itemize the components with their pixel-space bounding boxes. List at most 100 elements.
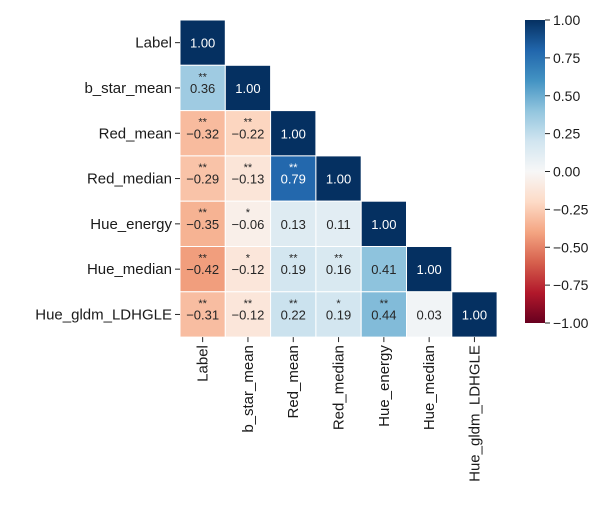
cell-value-label: 1.00 (281, 126, 306, 141)
significance-marker: ** (289, 162, 298, 174)
heatmap-cell: **0.36 (179, 64, 226, 112)
heatmap-cell: 1.00 (406, 246, 453, 293)
heatmap-cell: **−0.35 (179, 200, 226, 247)
colorbar-tick-label: −1.00 (553, 315, 589, 331)
heatmap-cell: **−0.22 (224, 110, 272, 157)
heatmap-cell-rect (270, 291, 317, 338)
heatmap-cell: *−0.06 (224, 200, 272, 247)
y-axis-tick-label: b_star_mean (84, 80, 172, 97)
cell-value-label: −0.12 (231, 262, 264, 277)
x-axis-tick-labels: Label b_star_mean Red_mean Red_median Hue_en… (195, 337, 483, 482)
cell-value-label: 0.22 (281, 307, 306, 322)
heatmap-cell-rect (179, 200, 226, 247)
colorbar: 1.00 0.75 0.50 0.25 0.00 −0.25 −0.50 −0.75 −1.00 (525, 12, 589, 331)
colorbar-tick-label: 0.00 (553, 164, 580, 180)
cell-value-label: 1.00 (416, 262, 441, 277)
x-axis-tick-label: Hue_median (421, 345, 438, 430)
colorbar-tick-label: 0.50 (553, 88, 580, 104)
significance-marker: * (246, 207, 251, 219)
heatmap-cell-rect (224, 64, 272, 112)
cell-value-label: 1.00 (235, 81, 260, 96)
colorbar-tick-label: 0.25 (553, 126, 580, 142)
significance-marker: ** (380, 298, 389, 310)
y-axis-tick-labels: Label b_star_mean Red_mean Red_median Hue_en… (35, 35, 180, 323)
heatmap-cell: 1.00 (315, 155, 362, 202)
heatmap-cell: **0.44 (360, 291, 408, 338)
heatmap-cell-rect (224, 200, 272, 247)
colorbar-tick-label: −0.50 (553, 239, 589, 255)
heatmap-cell: 1.00 (224, 64, 272, 112)
cell-value-label: 1.00 (371, 217, 396, 232)
heatmap-cell-rect (179, 19, 226, 66)
significance-marker: ** (289, 298, 298, 310)
cell-value-label: 0.11 (326, 217, 350, 232)
heatmap-cell: **−0.32 (179, 110, 226, 157)
heatmap-cell-rect (224, 155, 272, 202)
cell-value-label: −0.12 (231, 307, 264, 322)
heatmap-cell: *0.19 (315, 291, 362, 338)
heatmap-cell: **0.22 (270, 291, 317, 338)
heatmap-cell: **0.79 (270, 155, 317, 202)
significance-marker: ** (198, 253, 207, 265)
heatmap-cell-rect (224, 246, 272, 293)
significance-marker: ** (198, 298, 207, 310)
x-axis-tick-label: Label (195, 345, 212, 382)
x-axis-tick-label: Red_median (331, 345, 348, 430)
heatmap-cell: 0.03 (406, 291, 453, 338)
colorbar-tick-label: −0.75 (553, 277, 589, 293)
cell-value-label: 0.03 (416, 307, 441, 322)
heatmap-cell: **0.19 (270, 246, 317, 293)
cell-value-label: −0.35 (186, 217, 219, 232)
cell-value-label: 0.44 (371, 307, 396, 322)
heatmap-cell-rect (315, 200, 362, 247)
colorbar-tick-label: 1.00 (553, 12, 580, 28)
cell-value-label: 0.19 (326, 307, 351, 322)
significance-marker: ** (198, 71, 207, 83)
colorbar-gradient (525, 20, 545, 323)
heatmap-cell: **−0.13 (224, 155, 272, 202)
heatmap-cell: **−0.31 (179, 291, 226, 338)
cell-value-label: −0.06 (231, 217, 264, 232)
cell-value-label: −0.42 (186, 262, 219, 277)
colorbar-tick-label: −0.25 (553, 201, 589, 217)
heatmap-cell: 0.41 (360, 246, 408, 293)
cell-value-label: −0.13 (231, 172, 264, 187)
x-axis-tick-label: Hue_gldm_LDHGLE (466, 345, 483, 482)
heatmap-cell: 1.00 (451, 291, 498, 338)
cell-value-label: 0.13 (281, 217, 306, 232)
cell-value-label: −0.31 (186, 307, 219, 322)
heatmap-cell-rect (406, 291, 453, 338)
cell-value-label: −0.29 (186, 172, 219, 187)
heatmap-cell: **−0.12 (224, 291, 272, 338)
heatmap-cell: **0.16 (315, 246, 362, 293)
significance-marker: * (246, 253, 251, 265)
y-axis-tick-label: Hue_energy (90, 216, 172, 233)
colorbar-tick-label: 0.75 (553, 50, 580, 66)
heatmap-cell-rect (360, 291, 408, 338)
significance-marker: * (336, 298, 341, 310)
heatmap-cell-rect (315, 291, 362, 338)
heatmap-cell: **−0.42 (179, 246, 226, 293)
heatmap-cell: 0.13 (270, 200, 317, 247)
significance-marker: ** (198, 162, 207, 174)
heatmap-cell-rect (360, 200, 408, 247)
cell-value-label: 1.00 (326, 172, 351, 187)
significance-marker: ** (334, 253, 343, 265)
cell-value-label: 0.79 (281, 172, 306, 187)
cell-value-label: 0.36 (190, 81, 215, 96)
heatmap-cell-rect (270, 246, 317, 293)
cell-value-label: 1.00 (190, 36, 215, 51)
significance-marker: ** (198, 117, 207, 129)
x-axis-tick-label: Red_mean (285, 345, 302, 418)
x-axis-tick-label: Hue_energy (376, 345, 393, 427)
cell-value-label: 0.19 (281, 262, 306, 277)
heatmap-cells: 1.00**0.36 1.00**−0.32**−0.22 1.00**−0.29*… (179, 19, 498, 338)
x-axis-tick-label: b_star_mean (240, 345, 257, 433)
heatmap-cell-rect (315, 246, 362, 293)
significance-marker: ** (289, 253, 298, 265)
heatmap-cell: **−0.29 (179, 155, 226, 202)
cell-value-label: 1.00 (462, 307, 487, 322)
y-axis-tick-label: Red_mean (99, 125, 172, 142)
